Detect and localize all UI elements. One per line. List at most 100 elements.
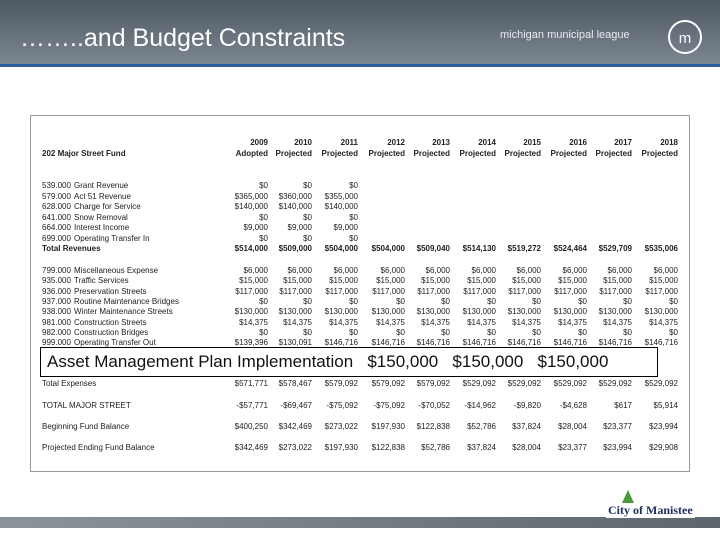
year-header: 2017	[614, 138, 632, 147]
account-name: Total Expenses	[42, 379, 97, 388]
city-name: City of Manistee	[606, 503, 695, 518]
amount: $0	[349, 296, 358, 306]
amount: $9,000	[287, 223, 312, 233]
amount: $139,396	[234, 338, 268, 348]
account-code: 799.000	[42, 266, 71, 275]
amount: $0	[487, 296, 496, 306]
amount: $130,000	[553, 307, 587, 317]
amount: $23,377	[603, 422, 632, 431]
account-code: 935.000	[42, 276, 71, 286]
account-name: Snow Removal	[74, 212, 128, 222]
amount: $360,000	[278, 191, 312, 201]
amount: $509,040	[416, 244, 450, 253]
amount: -$75,092	[326, 401, 358, 410]
amount: $140,000	[324, 202, 358, 212]
amount: $529,092	[462, 379, 496, 388]
amount: $23,994	[649, 422, 678, 431]
amount: $130,000	[462, 307, 496, 317]
amount: $571,771	[234, 379, 268, 388]
year-header: 2016	[569, 138, 587, 147]
year-header: 2010	[294, 138, 312, 147]
year-label: Projected	[413, 149, 450, 158]
amount: $14,375	[649, 317, 678, 327]
amount: $0	[578, 296, 587, 306]
amount: $130,091	[278, 338, 312, 348]
account-code: 699.000	[42, 234, 71, 243]
year-label: Projected	[275, 149, 312, 158]
year-header: 2018	[660, 138, 678, 147]
amount: $0	[396, 296, 405, 306]
amount: $400,250	[234, 422, 268, 431]
account-code: 937.000	[42, 296, 71, 306]
amount: $146,716	[371, 338, 405, 348]
amount: $0	[259, 296, 268, 306]
account-name: Traffic Services	[74, 276, 129, 286]
amount: $578,467	[278, 379, 312, 388]
amount: $117,000	[235, 286, 268, 296]
overlay-text: $150,000	[367, 352, 439, 371]
amount: $0	[396, 327, 405, 337]
amount: $14,375	[558, 317, 587, 327]
amount: -$70,052	[418, 401, 450, 410]
amount: $15,000	[283, 276, 312, 286]
overlay-text: $150,000	[452, 352, 524, 371]
amount: $146,716	[598, 338, 632, 348]
amount: $14,375	[512, 317, 541, 327]
amount: $0	[623, 327, 632, 337]
amount: $0	[303, 327, 312, 337]
amount: $529,092	[644, 379, 678, 388]
account-code: 936.000	[42, 286, 71, 296]
amount: $130,000	[278, 307, 312, 317]
amount: $15,000	[467, 276, 496, 286]
logo-text: michigan municipal league	[500, 29, 630, 41]
amount: $504,000	[371, 244, 405, 253]
amount: $0	[441, 296, 450, 306]
account-code: 539.000	[42, 181, 71, 190]
amount: $117,000	[325, 286, 358, 296]
amount: $6,000	[425, 266, 450, 275]
table-frame	[30, 115, 690, 472]
amount: $117,000	[372, 286, 405, 296]
account-code: 982.000	[42, 327, 71, 337]
amount: $514,130	[462, 244, 496, 253]
amount: $130,000	[507, 307, 541, 317]
amount: $0	[303, 296, 312, 306]
amount: $519,272	[507, 244, 541, 253]
amount: $117,000	[554, 286, 587, 296]
amount: $0	[349, 212, 358, 222]
year-header: 2015	[523, 138, 541, 147]
account-code: 999.000	[42, 338, 71, 348]
year-header: 2014	[478, 138, 496, 147]
amount: $0	[259, 181, 268, 190]
amount: $579,092	[324, 379, 358, 388]
amount: $0	[578, 327, 587, 337]
amount: $15,000	[558, 276, 587, 286]
year-label: Projected	[368, 149, 405, 158]
amount: $23,377	[558, 443, 587, 452]
account-code: 981.000	[42, 317, 71, 327]
amount: $146,716	[324, 338, 358, 348]
amount: $117,000	[599, 286, 632, 296]
amount: $529,092	[598, 379, 632, 388]
amount: $0	[349, 327, 358, 337]
amount: $130,000	[416, 307, 450, 317]
amount: $15,000	[603, 276, 632, 286]
amount: $365,000	[234, 191, 268, 201]
amount: $130,000	[234, 307, 268, 317]
amount: $15,000	[649, 276, 678, 286]
account-name: Routine Maintenance Bridges	[74, 296, 179, 306]
amount: $14,375	[421, 317, 450, 327]
amount: $117,000	[645, 286, 678, 296]
overlay-text: Asset Management Plan Implementation	[47, 352, 354, 371]
city-logo-tree	[622, 490, 634, 503]
amount: $6,000	[243, 266, 268, 275]
account-name: Projected Ending Fund Balance	[42, 443, 155, 452]
account-name: Act 51 Revenue	[74, 191, 131, 201]
amount: -$75,092	[373, 401, 405, 410]
amount: $579,092	[416, 379, 450, 388]
amount: $355,000	[324, 191, 358, 201]
amount: $0	[487, 327, 496, 337]
amount: $0	[623, 296, 632, 306]
amount: $130,000	[324, 307, 358, 317]
amount: $0	[303, 212, 312, 222]
